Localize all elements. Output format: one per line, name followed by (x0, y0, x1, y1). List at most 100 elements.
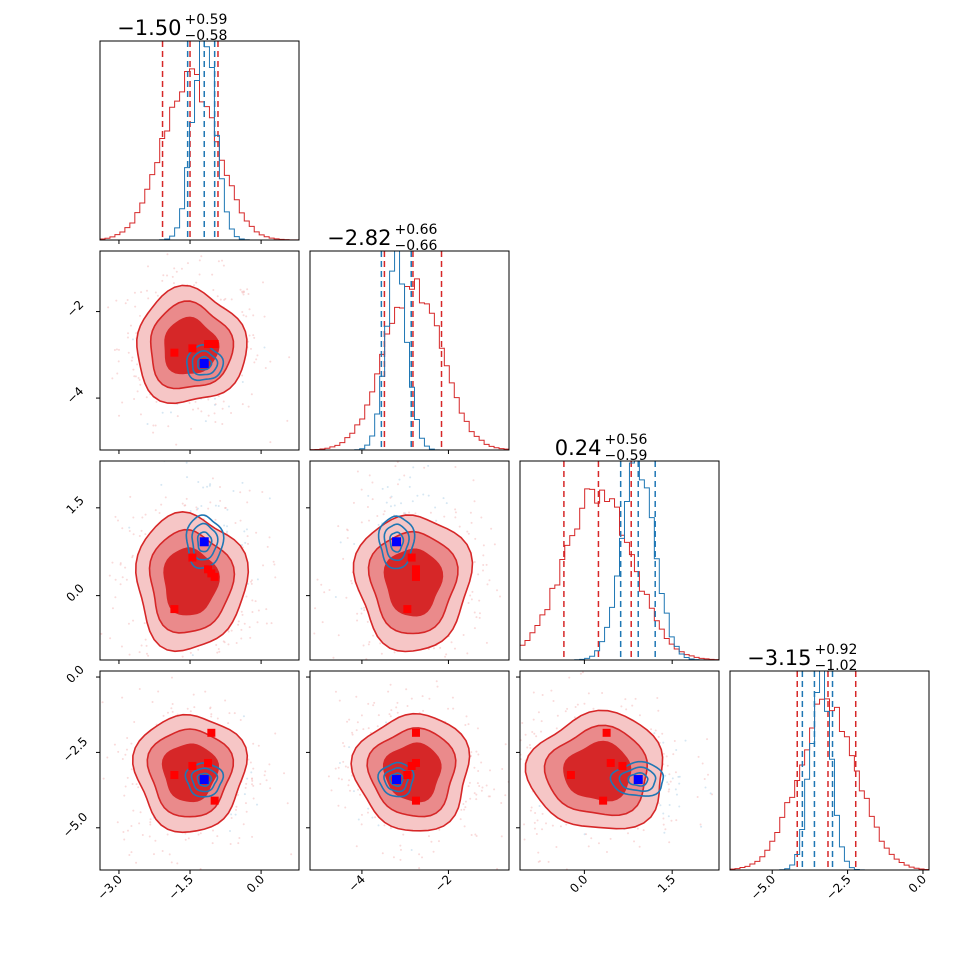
sample-point (154, 839, 157, 842)
sample-point (348, 718, 351, 721)
sample-point (633, 840, 636, 843)
sample-point (421, 695, 424, 698)
sample-point (371, 498, 374, 501)
sample-point (531, 730, 534, 733)
sample-point (665, 755, 668, 758)
sample-point (162, 714, 165, 717)
sample-point (193, 706, 196, 709)
sample-point (463, 808, 466, 811)
sample-point (345, 596, 348, 599)
sample-point (533, 821, 536, 824)
sample-point (184, 832, 187, 835)
sample-point (108, 574, 111, 577)
sample-point (245, 528, 248, 531)
sample-point (444, 452, 446, 454)
sample-point (85, 570, 87, 572)
sample-point (471, 590, 474, 593)
sample-point (231, 665, 233, 667)
sample-point (136, 363, 139, 366)
sample-point (488, 795, 491, 798)
sample-point (111, 377, 114, 380)
red-marker (407, 761, 416, 770)
sample-point (186, 707, 189, 710)
sample-point (678, 782, 681, 785)
sample-point (516, 746, 518, 748)
sample-point (224, 699, 227, 702)
sample-point (366, 811, 369, 814)
blue-contour (197, 355, 213, 371)
sample-point (246, 777, 249, 780)
sample-point (176, 862, 179, 865)
sample-point (121, 527, 124, 530)
sample-point (117, 519, 120, 522)
sample-point (434, 506, 437, 509)
sample-point (583, 702, 586, 705)
title-plus: +0.92 (815, 642, 858, 658)
sample-point (189, 510, 192, 513)
sample-point (381, 487, 384, 490)
sample-point (211, 842, 214, 845)
sample-point (425, 667, 427, 669)
sample-point (107, 306, 110, 309)
blue-contour (190, 767, 219, 793)
sample-point (241, 310, 244, 313)
sample-point (566, 707, 569, 710)
sample-point (175, 443, 178, 446)
truth-marker (199, 537, 209, 547)
sample-point (139, 811, 142, 814)
sample-point (300, 524, 302, 526)
title-plus: +0.66 (395, 222, 438, 238)
sample-point (130, 359, 133, 362)
sample-point (210, 715, 213, 718)
sample-point (443, 515, 446, 518)
sample-point (197, 407, 200, 410)
sample-point (119, 583, 122, 586)
blue-contour (191, 522, 219, 561)
sample-point (462, 802, 465, 805)
sample-point (192, 408, 195, 411)
truth-marker (633, 775, 643, 785)
red-contour (383, 548, 444, 617)
sample-point (288, 356, 291, 359)
sample-point (482, 554, 485, 557)
sample-point (268, 536, 271, 539)
sample-point (197, 481, 200, 484)
sample-point (274, 576, 277, 579)
x-tick-label: −2.5 (823, 872, 854, 903)
sample-point (468, 781, 471, 784)
sample-point (657, 735, 660, 738)
sample-point (141, 516, 144, 519)
sample-point (126, 776, 129, 779)
sample-point (145, 396, 148, 399)
blue-contour (196, 531, 213, 553)
sample-point (371, 481, 374, 484)
sample-point (476, 782, 479, 785)
sample-point (657, 709, 660, 712)
sample-point (533, 732, 536, 735)
sample-point (127, 351, 130, 354)
sample-point (642, 829, 645, 832)
sample-point (166, 711, 169, 714)
sample-point (272, 574, 274, 576)
sample-point (514, 812, 516, 814)
sample-point (478, 784, 481, 787)
sample-point (348, 779, 351, 782)
sample-point (143, 622, 146, 625)
sample-point (668, 841, 671, 844)
sample-point (389, 715, 392, 718)
sample-point (217, 505, 220, 508)
sample-point (415, 679, 417, 681)
sample-point (116, 372, 119, 375)
truth-marker (199, 775, 209, 785)
y-tick-label: 0.0 (63, 663, 86, 686)
sample-point (474, 537, 477, 540)
sample-point (136, 390, 139, 393)
sample-point (223, 524, 226, 527)
sample-point (202, 486, 205, 489)
sample-point (422, 709, 425, 712)
sample-point (662, 812, 665, 815)
sample-point (568, 676, 571, 679)
x-tick-label: 0.0 (567, 872, 590, 895)
sample-point (175, 270, 178, 273)
sample-point (663, 831, 666, 834)
